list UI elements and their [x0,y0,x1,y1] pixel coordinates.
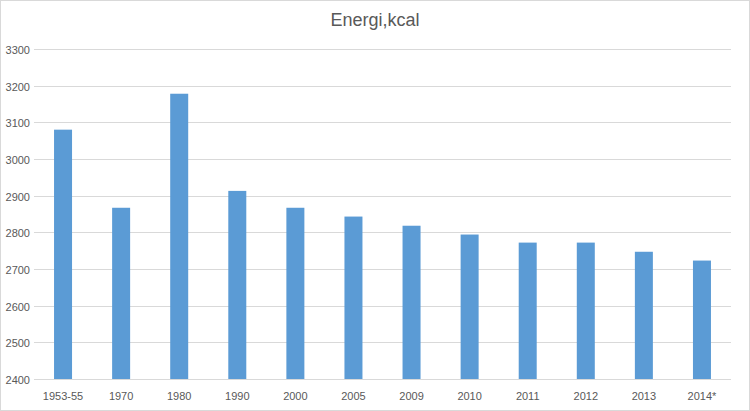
bar [519,243,537,379]
chart-frame [1,1,750,411]
bars [54,94,711,379]
x-tick-label: 1990 [225,390,249,402]
bar [577,243,595,379]
y-tick-label: 2400 [6,374,30,386]
bar [170,94,188,379]
bar [344,217,362,379]
x-tick-label: 2005 [341,390,365,402]
x-tick-label: 1980 [167,390,191,402]
x-tick-label: 2011 [516,390,540,402]
y-tick-label: 3300 [6,44,30,56]
grid-line [34,159,731,160]
grid-line [34,306,731,307]
x-tick-label: 1970 [109,390,133,402]
y-tick-label: 2800 [6,227,30,239]
y-tick-label: 2700 [6,264,30,276]
x-tick-label: 2012 [574,390,598,402]
x-tick-label: 2014* [688,390,717,402]
x-tick-label: 2009 [399,390,423,402]
y-tick-label: 3200 [6,81,30,93]
bar [693,261,711,379]
x-tick-label: 2013 [632,390,656,402]
grid-line [34,232,731,233]
x-tick-label: 2000 [283,390,307,402]
y-tick-label: 2900 [6,191,30,203]
grid-line [34,379,731,380]
grid-line [34,269,731,270]
chart-container: Energi,kcal 2400 2500 2600 2700 2800 2900 3000 3… [0,0,750,411]
bar [228,191,246,379]
bar [54,130,72,379]
grid-line [34,86,731,87]
y-tick-label: 3100 [6,117,30,129]
y-tick-label: 2600 [6,301,30,313]
grid-line [34,342,731,343]
grid-line [34,196,731,197]
bar [403,226,421,379]
grid-line [34,122,731,123]
x-tick-label: 1953-55 [43,390,83,402]
chart-svg: Energi,kcal 2400 2500 2600 2700 2800 2900 3000 3… [0,0,750,411]
bar [286,208,304,379]
grid [34,50,731,380]
chart-title: Energi,kcal [330,10,419,30]
bar [461,235,479,379]
x-tick-label: 2010 [457,390,481,402]
bar [635,252,653,379]
bar [112,208,130,379]
y-tick-label: 3000 [6,154,30,166]
y-tick-label: 2500 [6,337,30,349]
grid-line [34,49,731,50]
